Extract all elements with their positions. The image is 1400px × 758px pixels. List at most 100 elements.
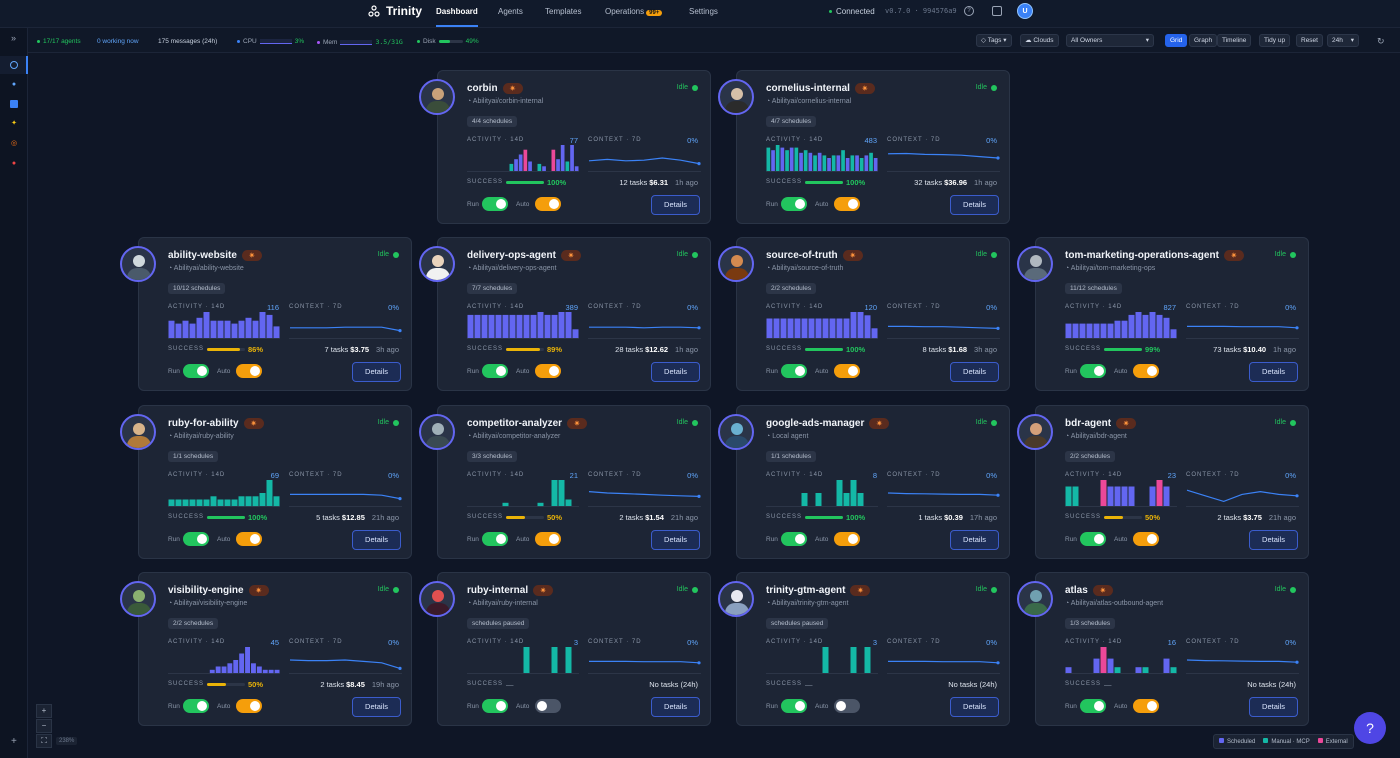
agent-settings-icon[interactable]: ✷: [854, 83, 875, 94]
details-button[interactable]: Details: [1249, 362, 1298, 382]
agent-avatar[interactable]: [419, 246, 455, 282]
auto-toggle[interactable]: [834, 699, 860, 713]
agent-settings-icon[interactable]: ✷: [243, 418, 264, 429]
tab-templates[interactable]: Templates: [545, 7, 582, 16]
auto-toggle[interactable]: [1133, 364, 1159, 378]
tags-filter-button[interactable]: ◇ Tags ▾: [976, 34, 1012, 47]
sidebar-cloud-icon[interactable]: ●: [11, 81, 17, 88]
auto-toggle[interactable]: [834, 532, 860, 546]
agent-settings-icon[interactable]: ✷: [1116, 418, 1137, 429]
details-button[interactable]: Details: [950, 530, 999, 550]
agent-settings-icon[interactable]: ✷: [241, 250, 262, 261]
help-icon[interactable]: ?: [964, 6, 974, 16]
auto-toggle[interactable]: [236, 532, 262, 546]
tab-settings[interactable]: Settings: [689, 7, 718, 16]
agent-settings-icon[interactable]: ✷: [560, 250, 581, 261]
agent-avatar[interactable]: [718, 414, 754, 450]
details-button[interactable]: Details: [352, 362, 401, 382]
schedules-badge[interactable]: schedules paused: [467, 618, 530, 629]
schedules-badge[interactable]: 4/4 schedules: [467, 116, 518, 127]
view-timeline-button[interactable]: Timeline: [1217, 34, 1252, 47]
agent-name[interactable]: trinity-gtm-agent: [766, 585, 846, 596]
auto-toggle[interactable]: [834, 197, 860, 211]
view-grid-button[interactable]: Grid: [1165, 34, 1188, 47]
agent-settings-icon[interactable]: ✷: [1223, 250, 1244, 261]
owner-select[interactable]: All Owners ▾: [1066, 34, 1154, 47]
monitor-icon[interactable]: [992, 6, 1002, 16]
tab-dashboard[interactable]: Dashboard: [436, 7, 478, 27]
app-logo[interactable]: Trinity: [368, 4, 422, 18]
details-button[interactable]: Details: [352, 697, 401, 717]
schedules-badge[interactable]: 1/1 schedules: [766, 451, 817, 462]
schedules-badge[interactable]: 4/7 schedules: [766, 116, 817, 127]
run-toggle[interactable]: [482, 532, 508, 546]
fit-view-button[interactable]: ⛶: [36, 734, 52, 748]
details-button[interactable]: Details: [1249, 530, 1298, 550]
agent-name[interactable]: source-of-truth: [766, 250, 838, 261]
run-toggle[interactable]: [781, 532, 807, 546]
run-toggle[interactable]: [482, 197, 508, 211]
agent-avatar[interactable]: [419, 581, 455, 617]
agent-name[interactable]: bdr-agent: [1065, 418, 1112, 429]
sidebar-add-icon[interactable]: +: [11, 736, 17, 747]
help-fab-button[interactable]: ?: [1354, 712, 1386, 744]
run-toggle[interactable]: [1080, 532, 1106, 546]
refresh-icon[interactable]: ↻: [1377, 36, 1385, 46]
view-graph-button[interactable]: Graph: [1189, 34, 1218, 47]
agent-avatar[interactable]: [718, 246, 754, 282]
agent-settings-icon[interactable]: ✷: [567, 418, 588, 429]
tab-agents[interactable]: Agents: [498, 7, 523, 16]
agent-name[interactable]: tom-marketing-operations-agent: [1065, 250, 1219, 261]
agent-settings-icon[interactable]: ✷: [502, 83, 523, 94]
auto-toggle[interactable]: [236, 364, 262, 378]
run-toggle[interactable]: [183, 699, 209, 713]
agent-avatar[interactable]: [1017, 414, 1053, 450]
zoom-in-button[interactable]: +: [36, 704, 52, 718]
expand-sidebar-icon[interactable]: »: [11, 33, 17, 43]
auto-toggle[interactable]: [834, 364, 860, 378]
schedules-badge[interactable]: 1/1 schedules: [168, 451, 219, 462]
agent-avatar[interactable]: [120, 581, 156, 617]
sidebar-target-icon[interactable]: ◎: [10, 140, 18, 147]
schedules-badge[interactable]: 10/12 schedules: [168, 283, 226, 294]
agent-settings-icon[interactable]: ✷: [248, 585, 269, 596]
run-toggle[interactable]: [183, 364, 209, 378]
reset-button[interactable]: Reset: [1296, 34, 1323, 47]
schedules-badge[interactable]: 2/2 schedules: [766, 283, 817, 294]
agent-avatar[interactable]: [1017, 581, 1053, 617]
agent-name[interactable]: ruby-for-ability: [168, 418, 239, 429]
zoom-out-button[interactable]: −: [36, 719, 52, 733]
details-button[interactable]: Details: [950, 362, 999, 382]
agent-name[interactable]: visibility-engine: [168, 585, 244, 596]
auto-toggle[interactable]: [1133, 532, 1159, 546]
agent-avatar[interactable]: [120, 414, 156, 450]
agent-settings-icon[interactable]: ✷: [533, 585, 554, 596]
agent-name[interactable]: ruby-internal: [467, 585, 529, 596]
sidebar-sparkle-icon[interactable]: ✦: [11, 120, 17, 127]
auto-toggle[interactable]: [236, 699, 262, 713]
agent-name[interactable]: cornelius-internal: [766, 83, 850, 94]
auto-toggle[interactable]: [535, 197, 561, 211]
sidebar-home-icon[interactable]: [10, 61, 18, 69]
agent-avatar[interactable]: [120, 246, 156, 282]
agent-settings-icon[interactable]: ✷: [1092, 585, 1113, 596]
sidebar-alert-icon[interactable]: ●: [11, 160, 17, 167]
run-toggle[interactable]: [781, 197, 807, 211]
tidy-up-button[interactable]: Tidy up: [1259, 34, 1291, 47]
agent-avatar[interactable]: [419, 79, 455, 115]
agent-avatar[interactable]: [1017, 246, 1053, 282]
agent-name[interactable]: ability-website: [168, 250, 237, 261]
clouds-button[interactable]: ☁ Clouds: [1020, 34, 1059, 47]
details-button[interactable]: Details: [950, 195, 999, 215]
details-button[interactable]: Details: [651, 697, 700, 717]
run-toggle[interactable]: [1080, 699, 1106, 713]
schedules-badge[interactable]: 1/3 schedules: [1065, 618, 1116, 629]
user-avatar[interactable]: U: [1017, 3, 1033, 19]
agent-avatar[interactable]: [718, 79, 754, 115]
auto-toggle[interactable]: [535, 532, 561, 546]
details-button[interactable]: Details: [950, 697, 999, 717]
schedules-badge[interactable]: 2/2 schedules: [168, 618, 219, 629]
details-button[interactable]: Details: [1249, 697, 1298, 717]
run-toggle[interactable]: [781, 699, 807, 713]
run-toggle[interactable]: [482, 699, 508, 713]
